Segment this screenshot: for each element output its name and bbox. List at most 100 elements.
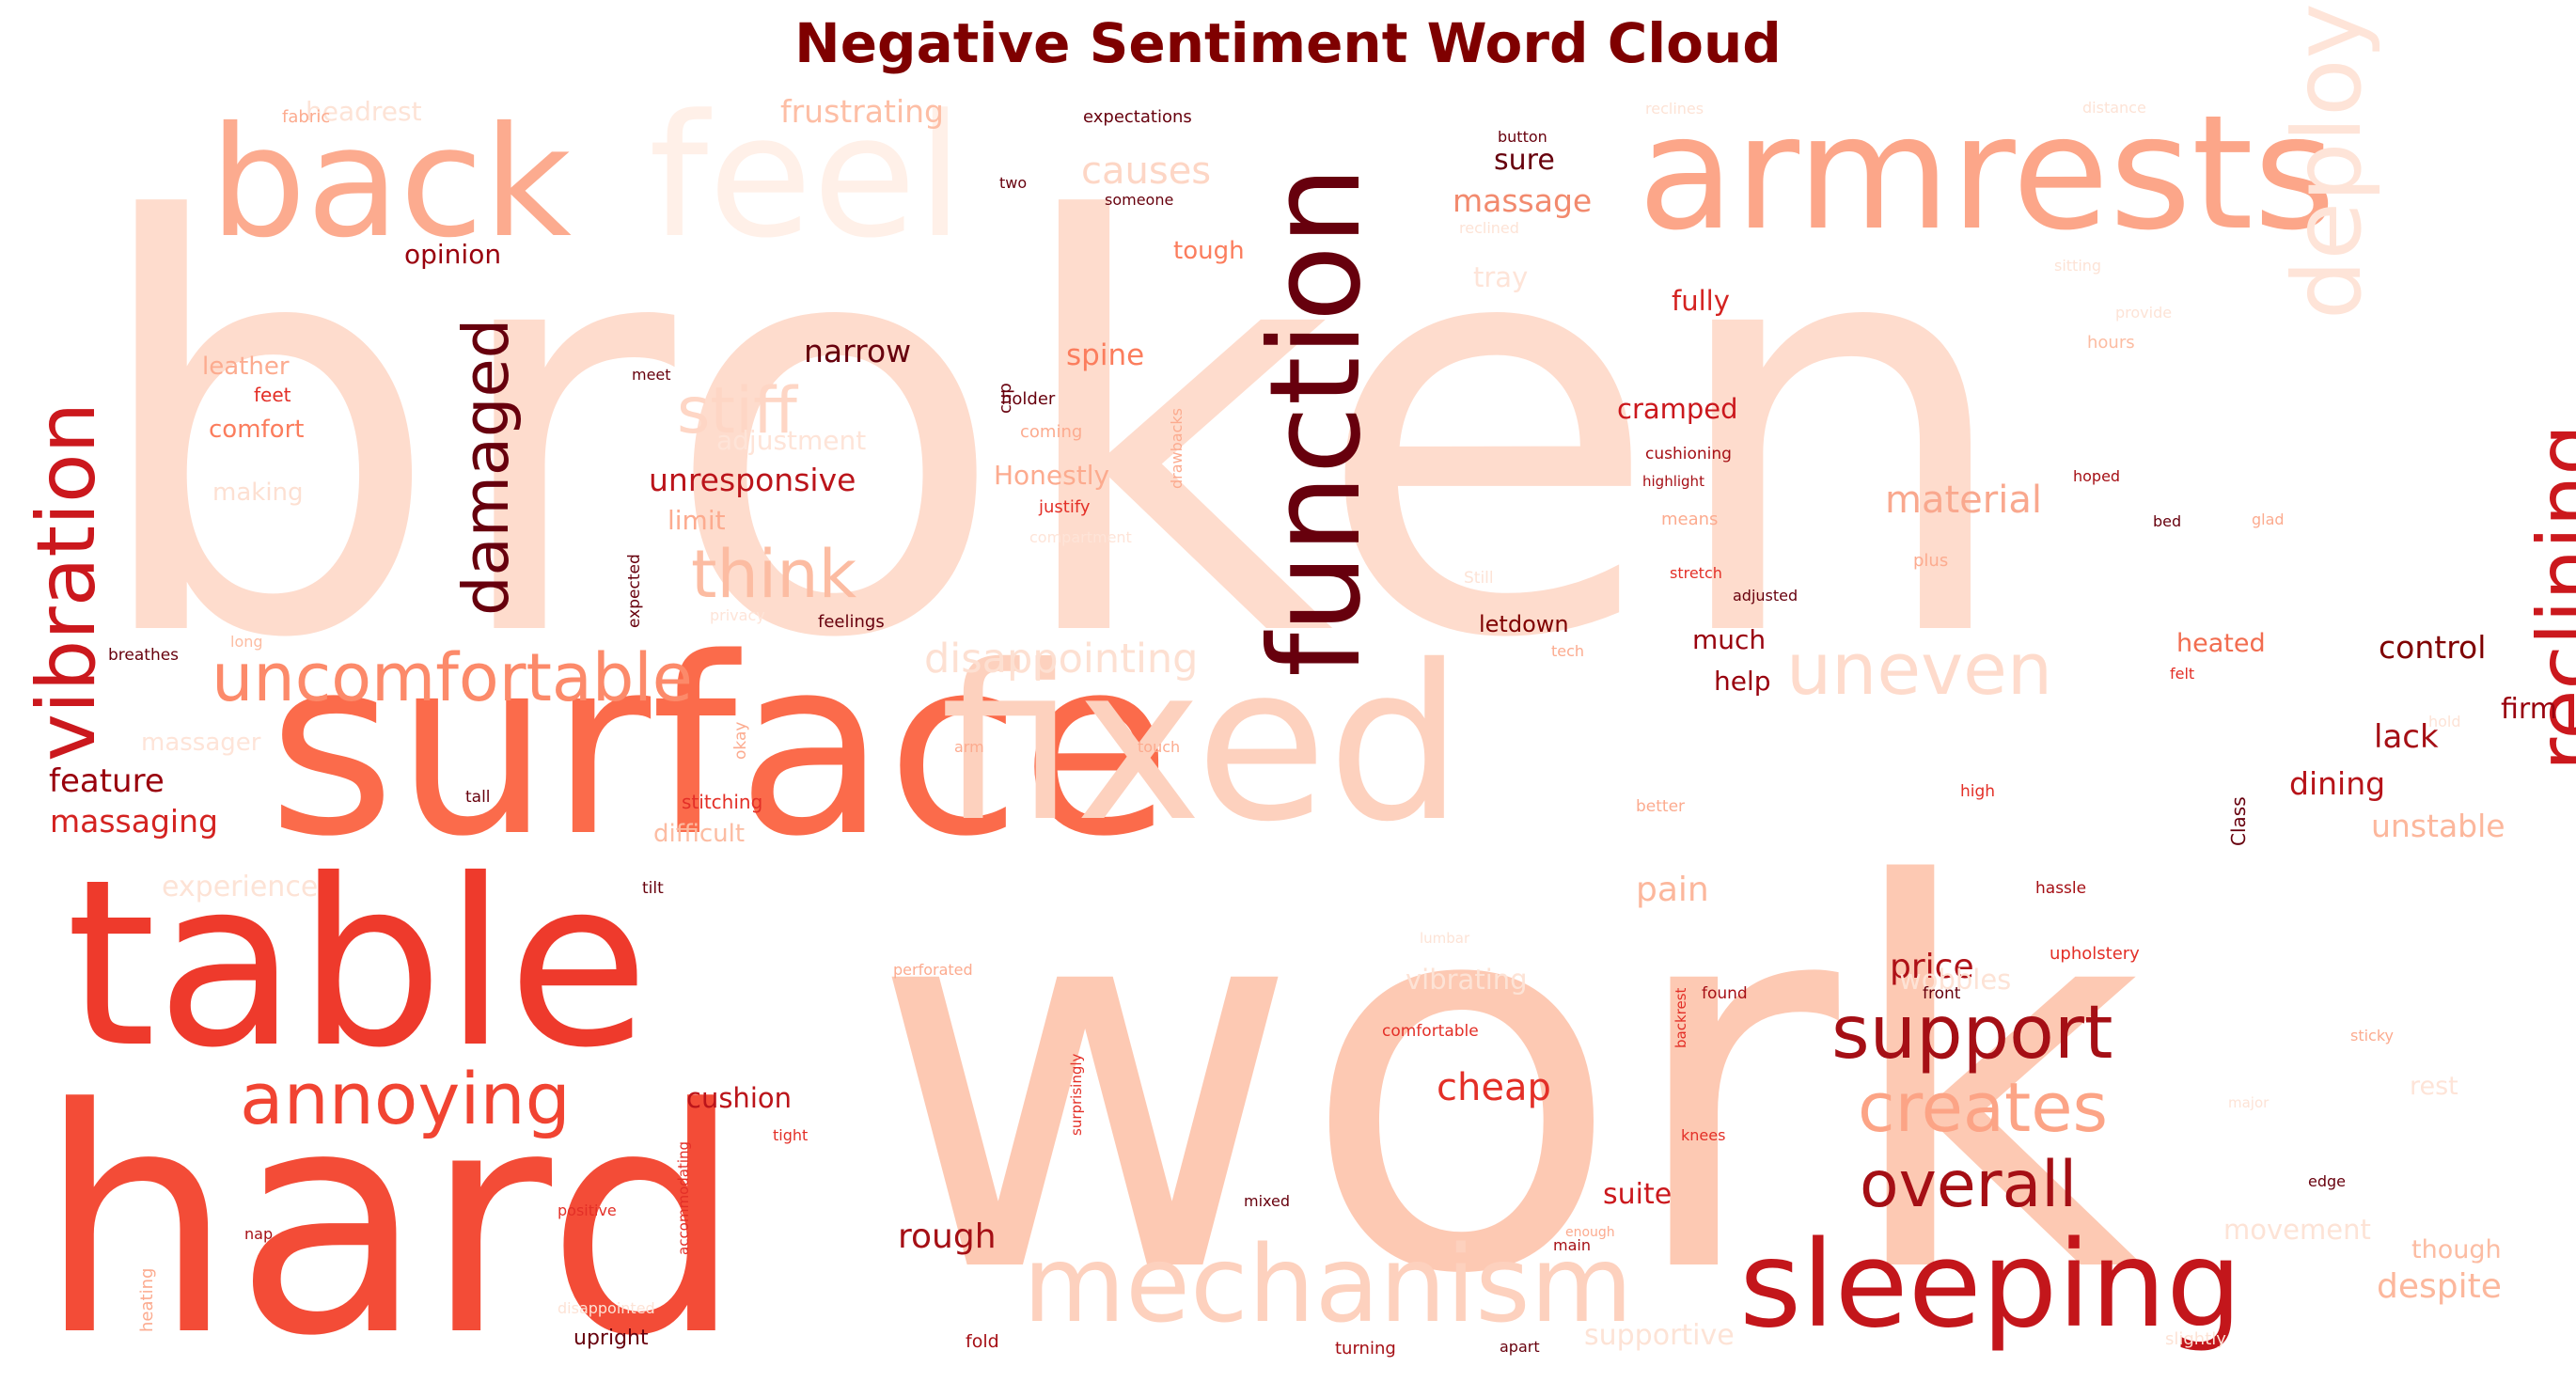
word-surprisingly: surprisingly xyxy=(1068,1053,1085,1136)
word-sticky: sticky xyxy=(2350,1027,2394,1044)
word-material: material xyxy=(1885,479,2042,522)
word-suite: suite xyxy=(1603,1178,1672,1211)
chart-title: Negative Sentiment Word Cloud xyxy=(794,11,1782,75)
word-massaging: massaging xyxy=(50,803,218,840)
word-dining: dining xyxy=(2289,765,2385,802)
word-feel: feel xyxy=(649,79,964,275)
word-stitching: stitching xyxy=(682,791,762,813)
word-privacy: privacy xyxy=(710,606,765,624)
word-better: better xyxy=(1636,797,1685,816)
word-frustrating: frustrating xyxy=(780,93,944,130)
word-cup: cup xyxy=(996,383,1015,414)
word-sitting: sitting xyxy=(2054,257,2101,275)
word-provide: provide xyxy=(2115,304,2172,322)
word-distance: distance xyxy=(2082,99,2146,117)
word-cushioning: cushioning xyxy=(1645,445,1732,463)
word-comfort: comfort xyxy=(209,416,304,444)
word-reclines: reclines xyxy=(1645,100,1704,118)
word-annoying: annoying xyxy=(240,1057,571,1140)
word-high: high xyxy=(1960,782,1995,801)
word-knees: knees xyxy=(1681,1126,1725,1144)
word-tough: tough xyxy=(1173,237,1245,265)
word-meet: meet xyxy=(632,366,671,384)
word-adjusted: adjusted xyxy=(1733,587,1798,605)
word-damaged: damaged xyxy=(449,319,523,616)
word-narrow: narrow xyxy=(804,333,911,369)
word-breathes: breathes xyxy=(108,646,179,665)
word-arm: arm xyxy=(954,738,984,756)
word-someone: someone xyxy=(1105,191,1173,209)
word-work: work xyxy=(870,777,2144,1382)
word-hours: hours xyxy=(2087,333,2135,353)
word-hold: hold xyxy=(2428,713,2461,730)
word-tall: tall xyxy=(465,788,491,807)
word-fixed: fixed xyxy=(940,619,1464,869)
word-stretch: stretch xyxy=(1670,564,1722,582)
word-tight: tight xyxy=(773,1126,808,1144)
word-help: help xyxy=(1714,666,1771,697)
word-causes: causes xyxy=(1081,149,1211,193)
word-hoped: hoped xyxy=(2073,467,2120,485)
word-comfortable: comfortable xyxy=(1382,1022,1479,1041)
word-experience: experience xyxy=(162,871,318,903)
word-two: two xyxy=(999,174,1027,192)
word-spine: spine xyxy=(1066,338,1144,372)
word-opinion: opinion xyxy=(404,239,501,270)
word-means: means xyxy=(1661,510,1718,529)
word-mechanism: mechanism xyxy=(1023,1224,1633,1346)
word-mixed: mixed xyxy=(1244,1192,1290,1210)
word-limit: limit xyxy=(668,505,726,536)
word-long: long xyxy=(230,633,263,651)
word-headrest: headrest xyxy=(306,96,422,127)
word-surface: surface xyxy=(268,606,1171,890)
word-feelings: feelings xyxy=(818,612,885,632)
word-support: support xyxy=(1831,991,2113,1076)
word-back: back xyxy=(210,95,572,272)
word-making: making xyxy=(212,479,304,507)
word-rough: rough xyxy=(898,1217,997,1256)
word-plus: plus xyxy=(1913,551,1948,571)
word-vibration: vibration xyxy=(20,402,114,762)
word-rest: rest xyxy=(2410,1072,2458,1101)
word-honestly: Honestly xyxy=(994,460,1109,491)
word-supportive: supportive xyxy=(1584,1319,1735,1352)
word-movement: movement xyxy=(2223,1214,2371,1246)
word-nap: nap xyxy=(244,1225,273,1243)
word-firm: firm xyxy=(2501,693,2557,726)
word-massager: massager xyxy=(141,729,261,757)
word-touch: touch xyxy=(1138,738,1180,756)
word-reclined: reclined xyxy=(1459,219,1519,237)
word-despite: despite xyxy=(2377,1267,2502,1306)
word-turning: turning xyxy=(1335,1339,1396,1358)
word-main: main xyxy=(1553,1236,1591,1254)
word-apart: apart xyxy=(1500,1338,1540,1356)
word-feature: feature xyxy=(49,762,165,800)
word-table: table xyxy=(66,830,650,1098)
word-function: function xyxy=(1244,166,1389,677)
word-armrests: armrests xyxy=(1638,81,2335,265)
word-sleeping: sleeping xyxy=(1739,1215,2242,1354)
word-reclining: reclining xyxy=(2521,424,2576,771)
word-felt: felt xyxy=(2170,665,2194,683)
word-heating: heating xyxy=(137,1268,157,1332)
word-uneven: uneven xyxy=(1786,627,2052,711)
word-disappointed: disappointed xyxy=(558,1299,655,1317)
word-though: though xyxy=(2411,1235,2502,1264)
word-bed: bed xyxy=(2153,512,2181,530)
word-positive: positive xyxy=(558,1201,617,1219)
word-backrest: backrest xyxy=(1673,987,1689,1048)
word-massage: massage xyxy=(1453,182,1592,219)
word-overall: overall xyxy=(1860,1148,2077,1222)
word-unstable: unstable xyxy=(2371,808,2505,844)
word-tray: tray xyxy=(1473,261,1528,293)
word-unresponsive: unresponsive xyxy=(649,462,856,498)
word-still: Still xyxy=(1464,569,1494,588)
word-perforated: perforated xyxy=(893,961,973,979)
word-expectations: expectations xyxy=(1083,107,1192,127)
word-highlight: highlight xyxy=(1642,473,1704,490)
word-think: think xyxy=(691,536,857,613)
word-tilt: tilt xyxy=(642,879,664,898)
word-lumbar: lumbar xyxy=(1420,930,1470,947)
word-vibrating: vibrating xyxy=(1406,964,1528,996)
word-deploy: deploy xyxy=(2272,3,2382,320)
